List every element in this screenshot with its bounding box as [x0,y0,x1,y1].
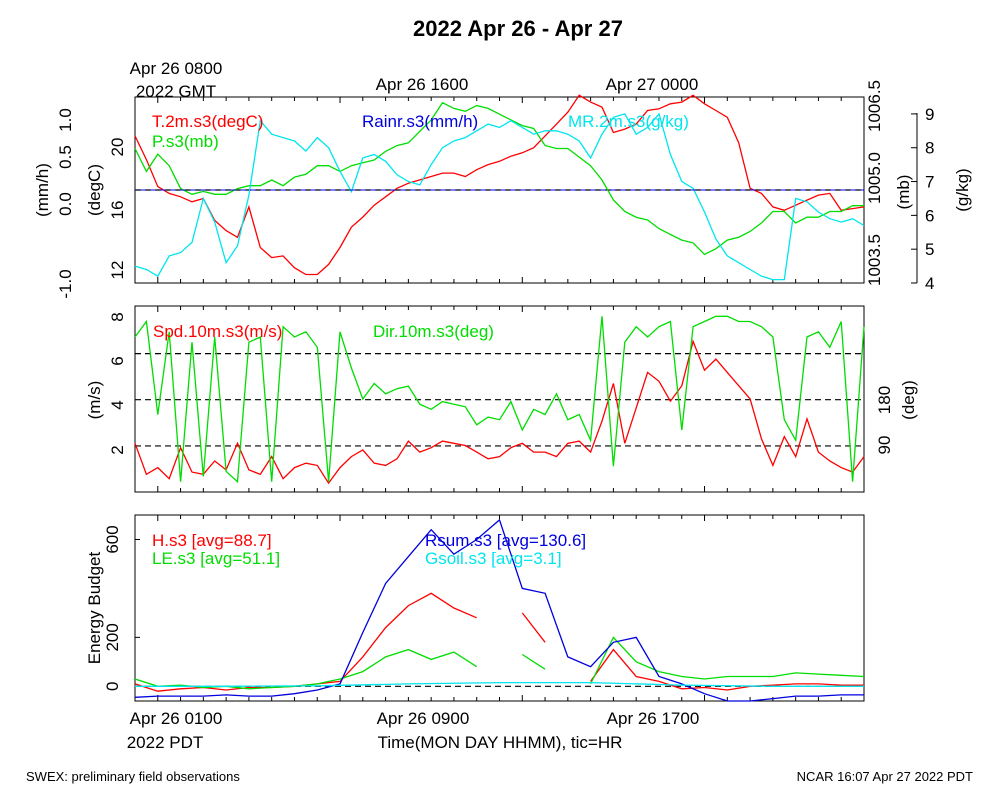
mr-series-line [134,112,865,281]
pres-axis-label: (mb) [894,175,913,210]
le-series-line [134,636,865,690]
rain-axis-label: (mm/h) [33,163,52,217]
pres-tick-1006.5: 1006.5 [865,80,884,132]
legend-pres: P.s3(mb) [152,132,219,151]
rain-tick-0.5: 0.5 [56,145,75,169]
mr-tick-4: 4 [925,274,934,293]
gmt-tick-label-2: Apr 27 0000 [606,75,699,94]
spd-series-line [134,339,865,485]
gmt-year-label: 2022 GMT [136,82,216,101]
mr-axis-label: (g/kg) [953,168,972,211]
legend-gsoil: Gsoil.s3 [avg=3.1] [425,549,562,568]
legend-le: LE.s3 [avg=51.1] [152,549,280,568]
mr-axis: 9 8 7 6 5 4 [911,105,934,293]
spd-axis-label: (m/s) [85,381,104,420]
mr-tick-5: 5 [925,240,934,259]
pdt-year-label: 2022 PDT [127,733,204,752]
rain-tick-0.0: 0.0 [56,192,75,216]
legend-dir: Dir.10m.s3(deg) [373,322,494,341]
temp-tick-12: 12 [108,261,127,280]
pres-tick-1003.5: 1003.5 [865,234,884,286]
energy-panel-plot [134,518,865,702]
dir-tick-90: 90 [875,436,894,455]
dir-series-line [134,315,865,484]
legend-rsum: Rsum.s3 [avg=130.6] [425,531,586,550]
wind-panel-plot [134,315,865,485]
temp-tick-20: 20 [108,138,127,157]
x-axis-title: Time(MON DAY HHMM), tic=HR [378,733,623,752]
legend-mr: MR.2m.s3(g/kg) [568,112,689,131]
footer-left: SWEX: preliminary field observations [26,769,240,784]
energy-y-ticks: 0 200 600 [103,525,140,691]
temp-axis-label: (degC) [85,164,104,216]
pres-series-line [134,101,864,256]
mr-tick-7: 7 [925,173,934,192]
legend-rain: Rainr.s3(mm/h) [362,112,478,131]
energy-tick-600: 600 [103,525,122,553]
temp-tick-16: 16 [108,201,127,220]
spd-tick-6: 6 [108,356,127,365]
legend-h: H.s3 [avg=88.7] [152,531,272,550]
energy-tick-0: 0 [103,682,122,691]
footer-right: NCAR 16:07 Apr 27 2022 PDT [797,769,973,784]
pdt-tick-label-1: Apr 26 0900 [377,709,470,728]
gmt-start-label: Apr 26 0800 [130,59,223,78]
dir-tick-180: 180 [875,386,894,414]
spd-tick-8: 8 [108,312,127,321]
rain-tick-neg1.0: -1.0 [56,269,75,298]
energy-axis-label: Energy Budget [85,551,104,664]
spd-tick-4: 4 [108,400,127,409]
mr-tick-9: 9 [925,105,934,124]
spd-tick-2: 2 [108,445,127,454]
mr-tick-6: 6 [925,206,934,225]
temp-series-line [134,94,865,276]
pdt-tick-label-2: Apr 26 1700 [607,709,700,728]
gmt-tick-label-1: Apr 26 1600 [376,75,469,94]
energy-tick-200: 200 [103,623,122,651]
legend-temp: T.2m.s3(degC) [152,112,263,131]
met-panel-plot [134,94,865,281]
dir-axis-label: (deg) [899,380,918,420]
mr-tick-8: 8 [925,139,934,158]
rsum-series-line [134,518,864,702]
pres-tick-1005.0: 1005.0 [865,152,884,204]
gsoil-series-line [135,681,864,687]
rain-tick-1.0: 1.0 [56,108,75,132]
chart-title: 2022 Apr 26 - Apr 27 [413,16,623,41]
hour-tick-marks [134,97,865,701]
pdt-start-label: Apr 26 0100 [130,709,223,728]
legend-spd: Spd.10m.s3(m/s) [153,322,282,341]
